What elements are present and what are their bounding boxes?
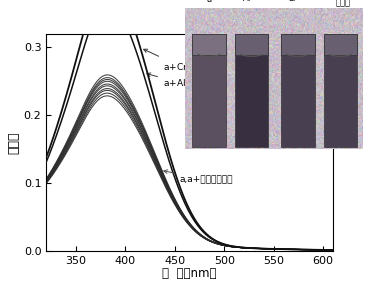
Bar	[323, 34, 357, 147]
Y-axis label: 吸光度: 吸光度	[8, 131, 21, 154]
Bar	[192, 34, 226, 147]
Text: a+Cr$^{3+}$: a+Cr$^{3+}$	[144, 49, 198, 72]
Text: a+Al$^{3+}$: a+Al$^{3+}$	[147, 73, 196, 89]
Bar	[235, 34, 269, 147]
Bar	[281, 34, 314, 55]
Text: Cr$^{3+}$: Cr$^{3+}$	[287, 0, 308, 4]
Text: Al$^{3+}$: Al$^{3+}$	[242, 0, 261, 4]
Text: a,a+其他金属离子: a,a+其他金属离子	[164, 170, 233, 184]
Bar	[235, 34, 269, 55]
Bar	[323, 34, 357, 55]
Text: a: a	[206, 0, 212, 4]
X-axis label: 波  长（nm）: 波 长（nm）	[162, 267, 217, 280]
Text: 属离子: 属离子	[336, 0, 350, 7]
Bar	[281, 34, 314, 147]
Bar	[192, 34, 226, 55]
